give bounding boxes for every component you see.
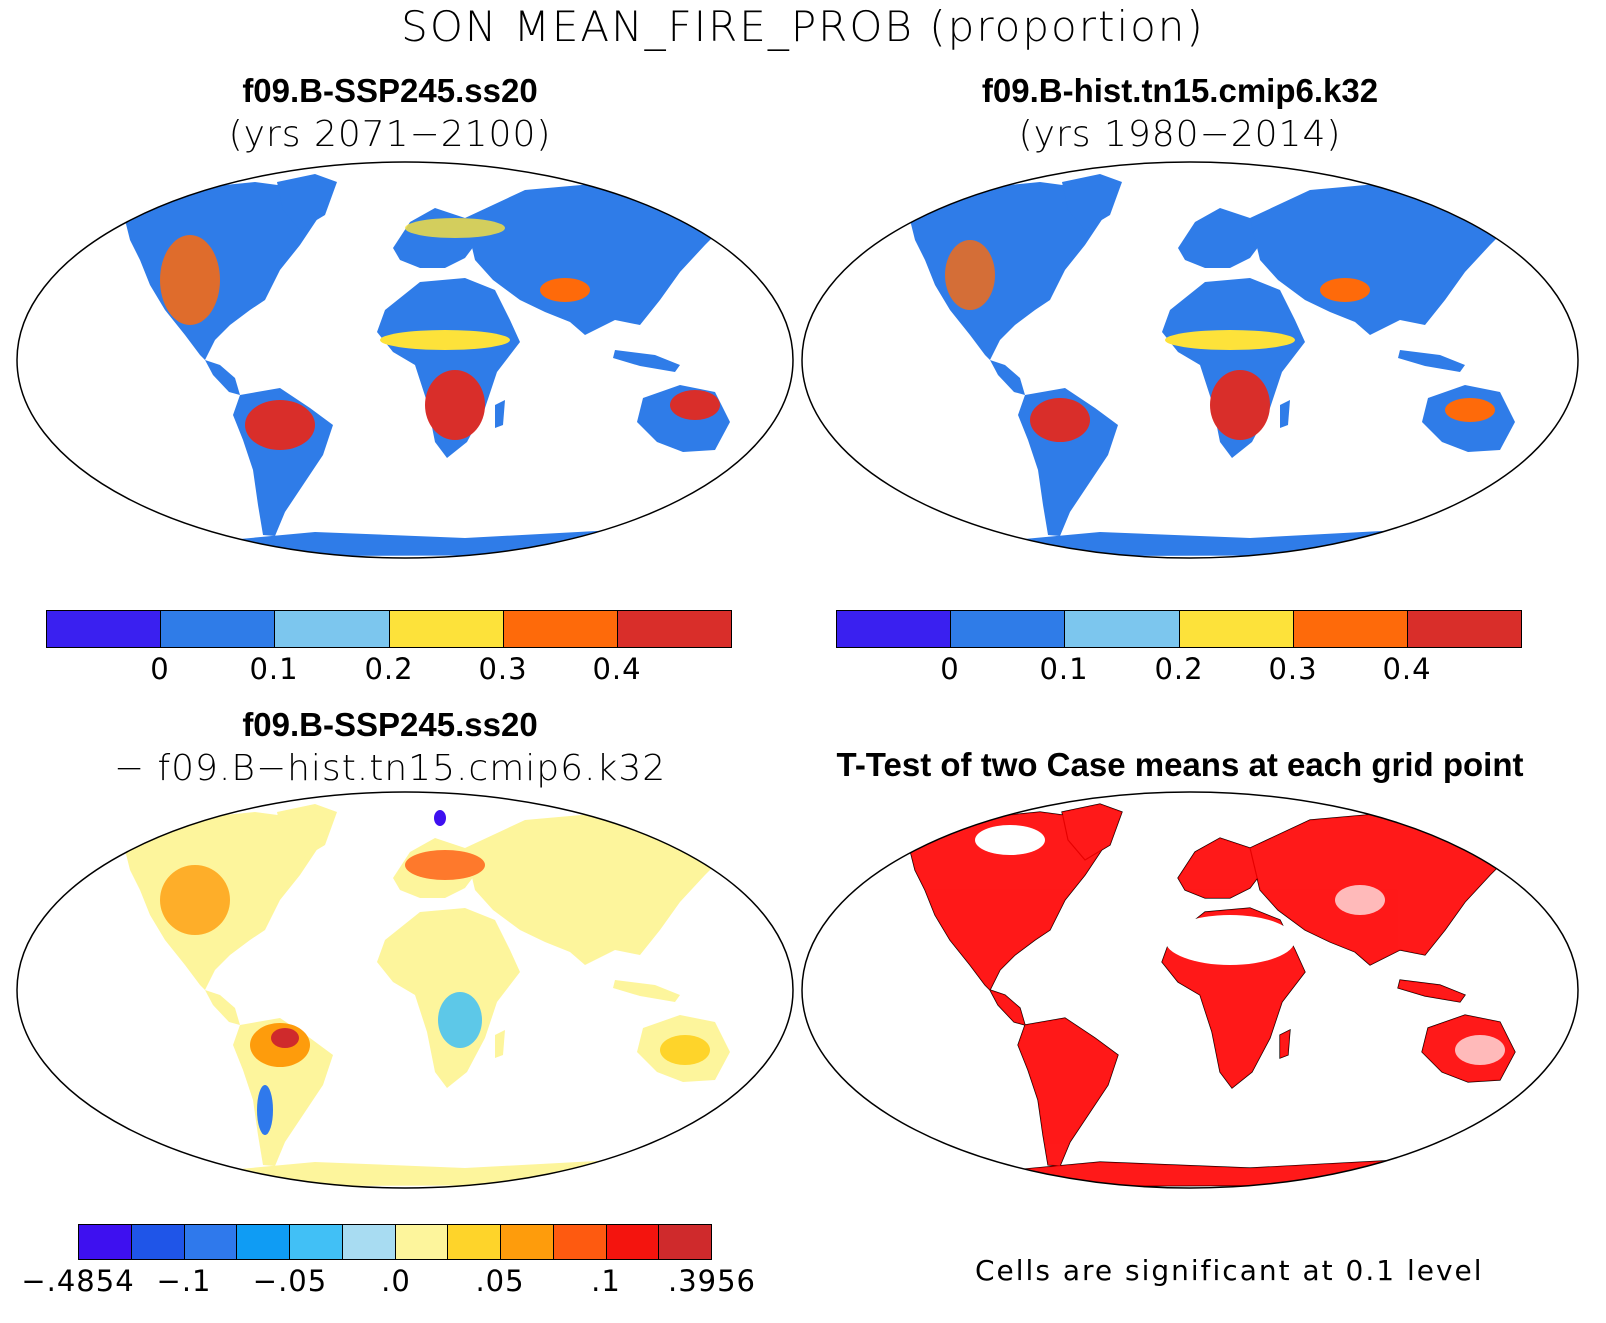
colorbar-difference-tick: −.1 (156, 1264, 212, 1298)
panel-top-right-title: f09.B-hist.tn15.cmip6.k32 (981, 72, 1379, 109)
colorbar-difference-swatch (131, 1225, 185, 1259)
colorbar-historical-tick: 0.2 (1154, 652, 1204, 686)
colorbar-ssp245 (46, 610, 732, 648)
colorbar-ssp245-swatch (161, 611, 276, 647)
colorbar-difference-tick: .0 (381, 1264, 411, 1298)
colorbar-historical-swatch (951, 611, 1066, 647)
map-historical (801, 161, 1579, 559)
panel-top-left-title: f09.B-SSP245.ss20 (242, 72, 538, 109)
colorbar-historical-tick: 0.4 (1382, 652, 1432, 686)
colorbar-difference-swatch (184, 1225, 238, 1259)
panel-ttest-title: T-Test of two Case means at each grid po… (836, 746, 1524, 783)
colorbar-historical-swatch (1407, 611, 1522, 647)
panel-top-left-years: (yrs 2071−2100) (228, 114, 552, 155)
main-title: SON MEAN_FIRE_PROB (proportion) (401, 2, 1205, 51)
colorbar-historical-swatch (1065, 611, 1180, 647)
colorbar-difference-swatch (659, 1225, 711, 1259)
colorbar-historical (836, 610, 1522, 648)
colorbar-difference-swatch (501, 1225, 554, 1259)
colorbar-difference-swatch (79, 1225, 132, 1259)
colorbar-historical-tick: 0.3 (1268, 652, 1318, 686)
colorbar-difference-tick: .1 (591, 1264, 621, 1298)
panel-diff-subtitle: − f09.B−hist.tn15.cmip6.k32 (113, 748, 667, 789)
colorbar-historical-tick: 0 (940, 652, 960, 686)
colorbar-ssp245-swatch (503, 611, 618, 647)
colorbar-difference-tick: −.4854 (21, 1264, 135, 1298)
colorbar-difference-swatch (395, 1225, 449, 1259)
colorbar-difference (78, 1224, 712, 1260)
colorbar-difference-tick: −.05 (252, 1264, 328, 1298)
colorbar-ssp245-swatch (47, 611, 162, 647)
colorbar-difference-swatch (553, 1225, 607, 1259)
map-ssp245 (16, 161, 794, 559)
colorbar-historical-swatch (1293, 611, 1408, 647)
colorbar-difference-swatch (237, 1225, 290, 1259)
colorbar-difference-tick: .3956 (667, 1264, 757, 1298)
panel-diff-title: f09.B-SSP245.ss20 (242, 706, 538, 743)
colorbar-ssp245-tick: 0 (150, 652, 170, 686)
colorbar-difference-tick: .05 (475, 1264, 525, 1298)
colorbar-ssp245-swatch (275, 611, 390, 647)
colorbar-ssp245-swatch (389, 611, 504, 647)
colorbar-historical-swatch (1179, 611, 1294, 647)
colorbar-difference-swatch (342, 1225, 396, 1259)
colorbar-ssp245-tick: 0.3 (478, 652, 528, 686)
colorbar-difference-swatch (606, 1225, 660, 1259)
colorbar-historical-tick: 0.1 (1039, 652, 1089, 686)
panel-top-right-years: (yrs 1980−2014) (1018, 114, 1342, 155)
colorbar-ssp245-tick: 0.2 (364, 652, 414, 686)
map-ttest (801, 791, 1579, 1189)
colorbar-ssp245-swatch (617, 611, 732, 647)
colorbar-difference-swatch (448, 1225, 501, 1259)
colorbar-ssp245-tick: 0.1 (249, 652, 299, 686)
map-difference (16, 791, 794, 1189)
colorbar-ssp245-tick: 0.4 (592, 652, 642, 686)
colorbar-historical-swatch (837, 611, 952, 647)
colorbar-difference-swatch (290, 1225, 343, 1259)
significance-note: Cells are significant at 0.1 level (975, 1254, 1484, 1287)
